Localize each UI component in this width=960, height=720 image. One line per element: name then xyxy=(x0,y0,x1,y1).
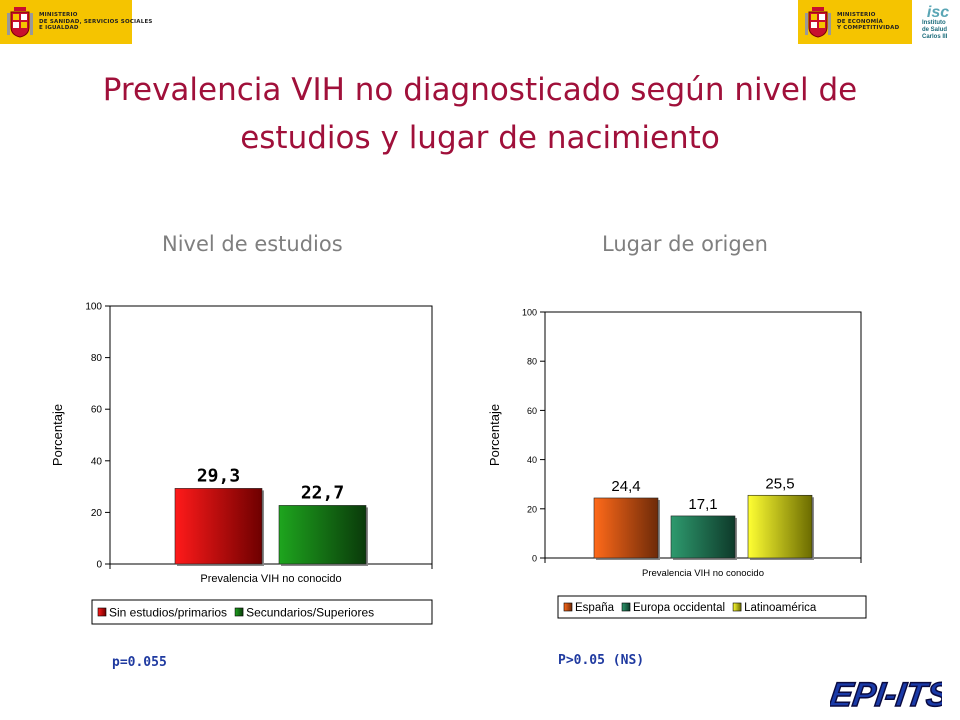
bar-2 xyxy=(670,515,736,559)
legend-label: España xyxy=(575,602,615,614)
y-tick-label: 80 xyxy=(91,353,103,364)
data-label: 17,1 xyxy=(688,496,717,513)
legend-swatch xyxy=(563,602,573,612)
left-p-value: p=0.055 xyxy=(112,655,167,670)
y-tick-label: 80 xyxy=(527,357,537,367)
logo-left-line-2: DE SANIDAD, SERVICIOS SOCIALES xyxy=(39,18,153,25)
svg-text:isc: isc xyxy=(927,4,949,20)
y-tick-label: 0 xyxy=(532,554,537,564)
plot-area xyxy=(109,305,433,565)
epi-its-logo: EPI-ITS xyxy=(830,675,942,714)
left-heading: Nivel de estudios xyxy=(162,232,343,256)
y-tick-label: 60 xyxy=(527,406,537,416)
data-label: 24,4 xyxy=(611,478,640,495)
y-tick-label: 100 xyxy=(85,302,102,313)
title-line-1: Prevalencia VIH no diagnosticado según n… xyxy=(102,72,858,108)
bar-2 xyxy=(278,505,367,565)
y-axis-label: Porcentaje xyxy=(487,404,502,466)
svg-text:EPI-ITS: EPI-ITS xyxy=(830,676,942,714)
logo-left-line-1: MINISTERIO xyxy=(39,12,78,19)
data-label: 29,3 xyxy=(197,465,240,486)
right-heading: Lugar de origen xyxy=(602,232,768,256)
title-line-2: estudios y lugar de nacimiento xyxy=(240,120,720,156)
x-axis-label: Prevalencia VIH no conocido xyxy=(200,573,341,585)
bar-1 xyxy=(593,497,659,559)
isciii-mark-icon: isc xyxy=(927,4,949,20)
legend-label: Secundarios/Superiores xyxy=(246,605,374,619)
y-tick-label: 0 xyxy=(96,560,102,571)
y-axis-label: Porcentaje xyxy=(50,404,65,466)
ministry-health-logo: MINISTERIO DE SANIDAD, SERVICIOS SOCIALE… xyxy=(0,0,152,44)
y-tick-label: 20 xyxy=(527,504,537,514)
data-label: 22,7 xyxy=(301,482,344,503)
isciii-logo: isc Instituto de Salud Carlos III xyxy=(914,0,960,50)
y-tick-label: 60 xyxy=(91,405,103,416)
bar-1 xyxy=(174,488,263,565)
isciii-line-1: Instituto xyxy=(922,20,946,26)
logo-right-line-2: DE ECONOMÍA xyxy=(837,18,883,25)
legend-swatch xyxy=(234,607,244,617)
coat-of-arms-icon xyxy=(805,7,831,38)
legend xyxy=(557,595,867,619)
isciii-line-3: Carlos III xyxy=(922,34,948,40)
chart-1: 0 20 40 60 80 100 Porcentaje Prevalencia VIH no… xyxy=(50,302,433,625)
x-axis-label: Prevalencia VIH no conocido xyxy=(642,568,764,579)
legend xyxy=(91,599,433,625)
right-p-value: P>0.05 (NS) xyxy=(558,653,645,668)
legend-swatch xyxy=(97,607,107,617)
legend-label: Sin estudios/primarios xyxy=(109,605,227,619)
y-tick-label: 40 xyxy=(91,456,103,467)
legend-label: Europa occidental xyxy=(633,602,725,614)
y-tick-label: 20 xyxy=(91,508,103,519)
y-tick-label: 40 xyxy=(527,455,537,465)
ministry-economy-logo: MINISTERIO DE ECONOMÍA Y COMPETITIVIDAD xyxy=(798,0,912,44)
legend-label: Latinoamérica xyxy=(744,602,817,614)
isciii-line-2: de Salud xyxy=(922,27,948,33)
legend-swatch xyxy=(732,602,742,612)
data-label: 25,5 xyxy=(765,475,794,492)
y-tick-label: 100 xyxy=(522,308,537,318)
page-title: Prevalencia VIH no diagnosticado según n… xyxy=(40,66,920,162)
logo-left-line-3: E IGUALDAD xyxy=(39,25,79,32)
coat-of-arms-icon xyxy=(7,7,33,38)
legend-swatch xyxy=(621,602,631,612)
logo-right-line-3: Y COMPETITIVIDAD xyxy=(837,25,900,32)
logo-right-line-1: MINISTERIO xyxy=(837,12,876,19)
bar-3 xyxy=(747,494,813,559)
chart-2: 0 20 40 60 80 100 Porcentaje Prevalencia VIH no… xyxy=(487,308,867,619)
